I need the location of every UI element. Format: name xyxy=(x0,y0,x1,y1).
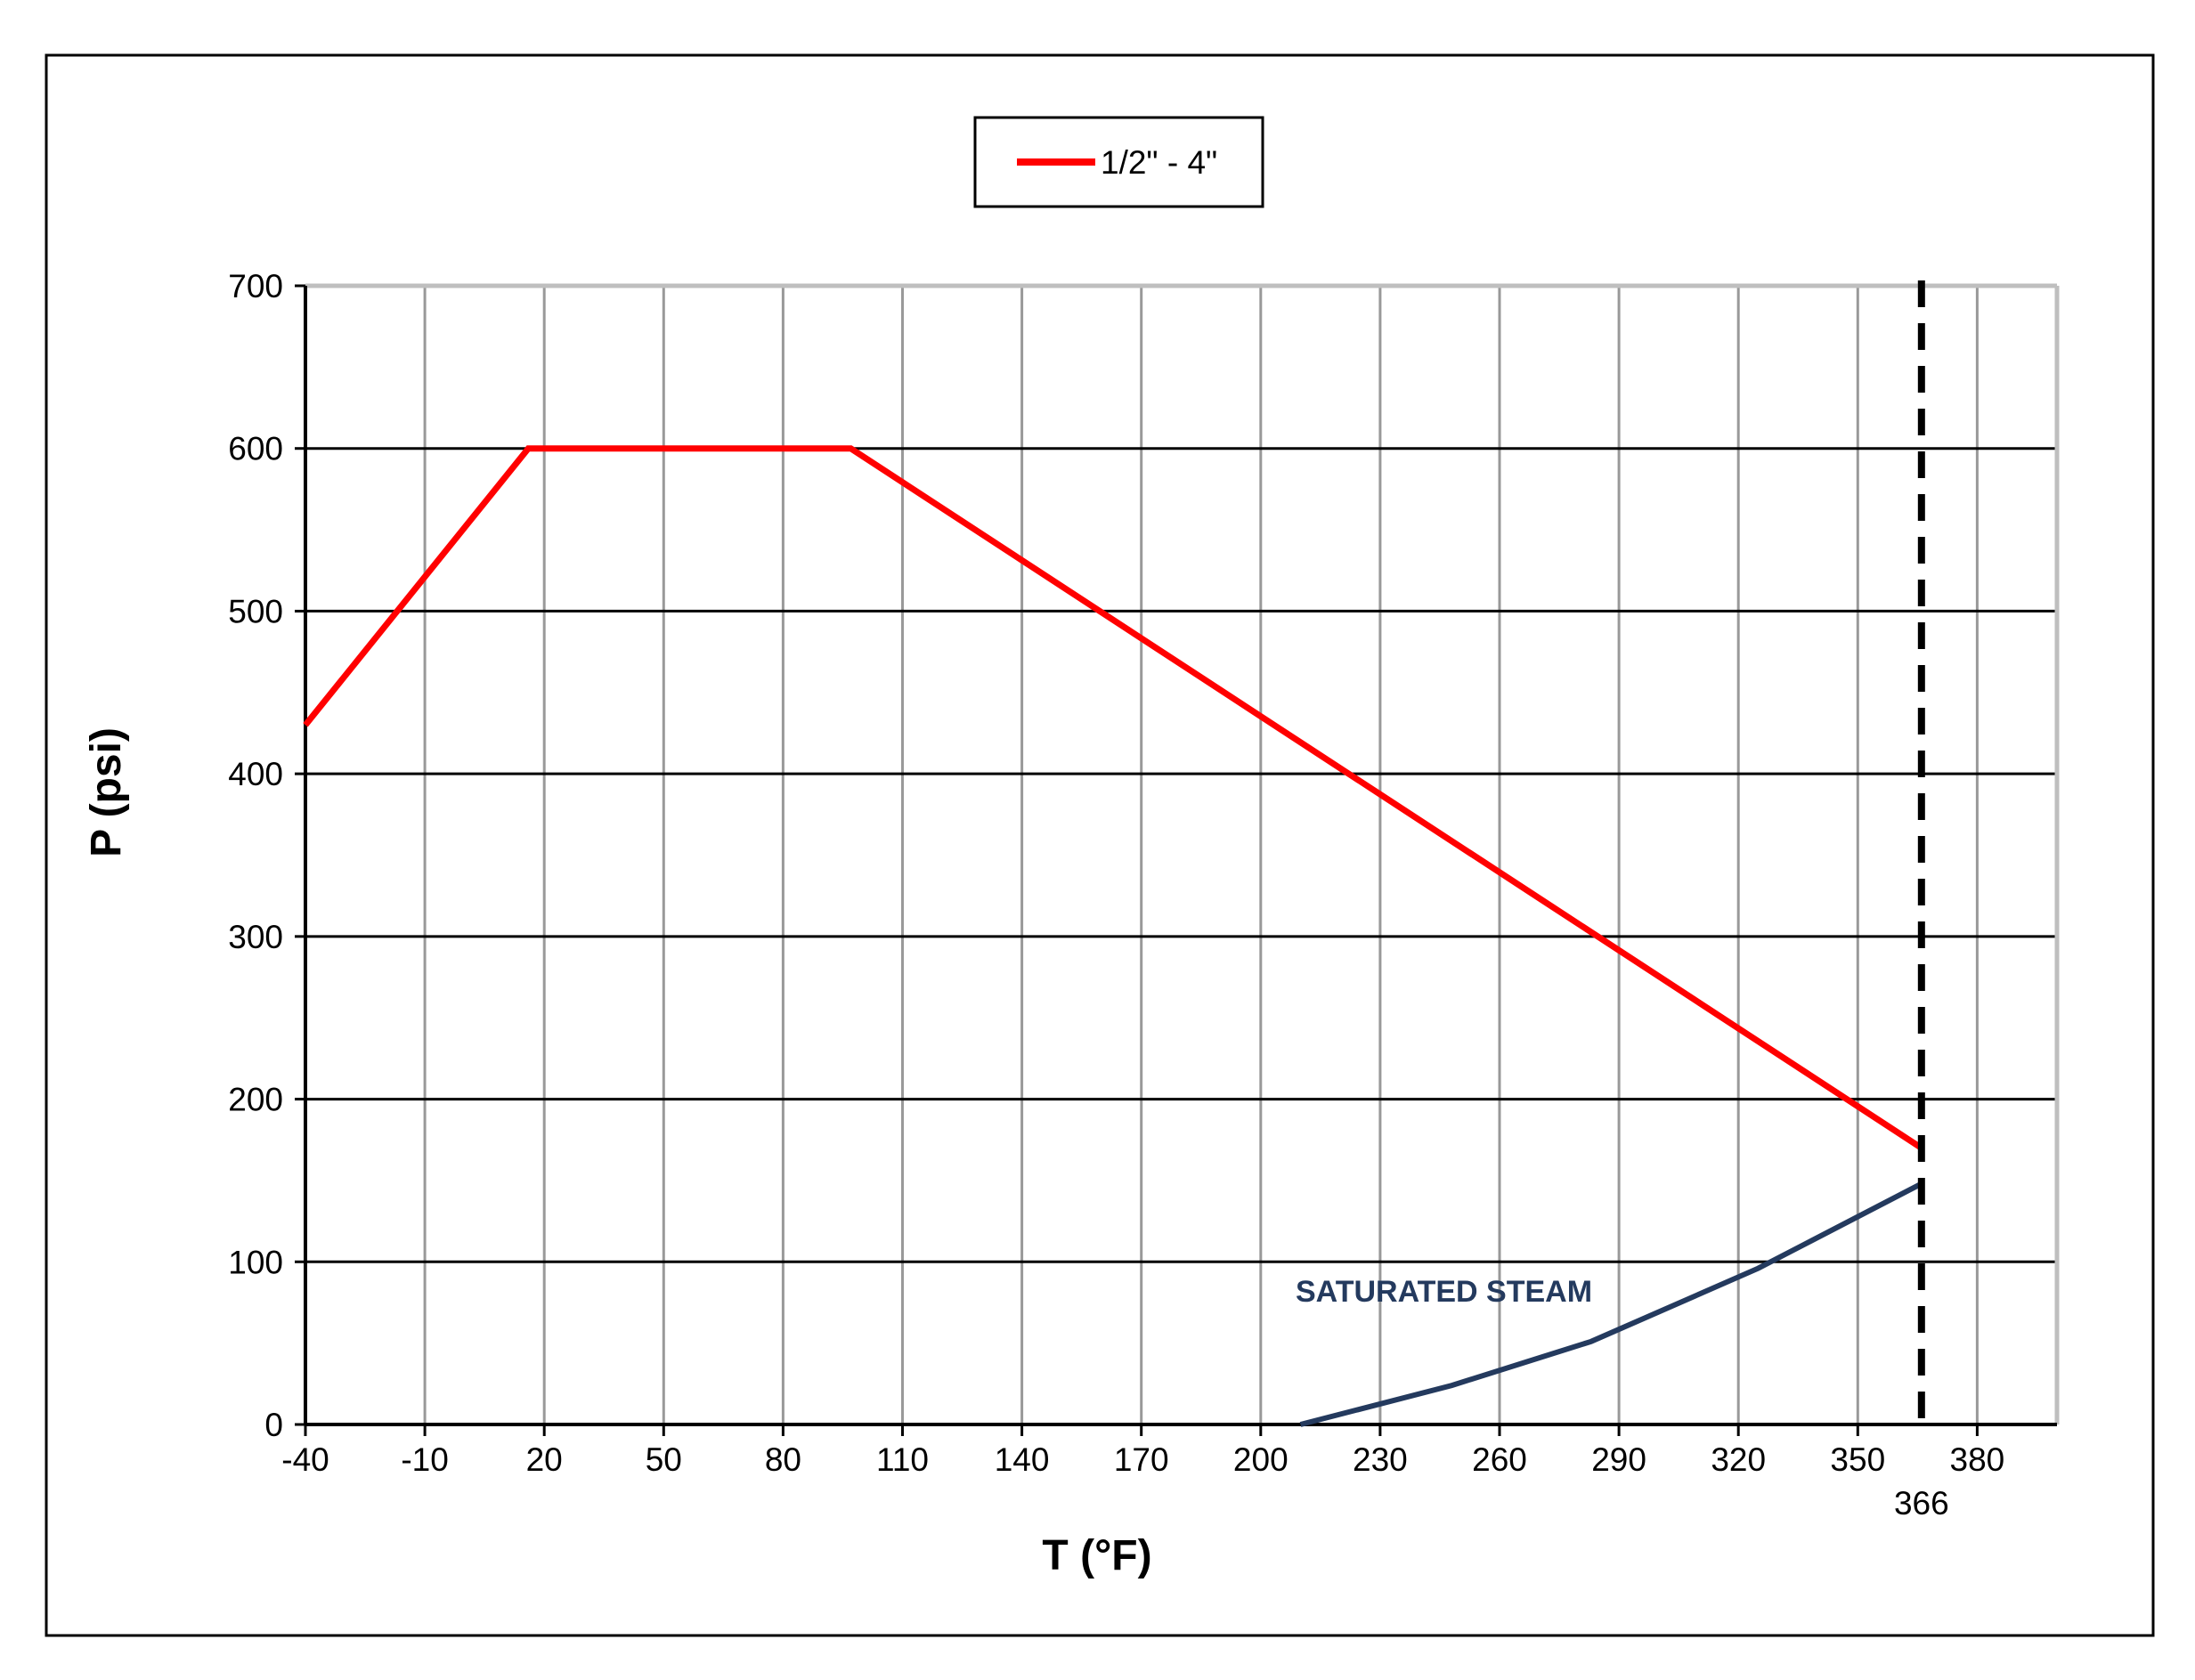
legend-label: 1/2" - 4" xyxy=(1101,144,1217,181)
y-axis-title: P (psi) xyxy=(83,727,130,857)
x-tick-label: 200 xyxy=(1233,1441,1289,1478)
saturated-steam-label: SATURATED STEAM xyxy=(1296,1275,1592,1309)
x-tick-label: 290 xyxy=(1591,1441,1646,1478)
x-tick-label: -40 xyxy=(281,1441,329,1478)
y-tick-label: 300 xyxy=(228,919,283,955)
x-axis-title: T (°F) xyxy=(1042,1532,1151,1579)
y-tick-label: 100 xyxy=(228,1244,283,1280)
x-tick-label: 320 xyxy=(1711,1441,1766,1478)
x-tick-label: 140 xyxy=(995,1441,1050,1478)
legend: 1/2" - 4" xyxy=(973,116,1264,208)
y-tick-label: 700 xyxy=(228,268,283,304)
x-tick-label: -10 xyxy=(401,1441,448,1478)
x-tick-label: 20 xyxy=(526,1441,563,1478)
x-tick-label: 80 xyxy=(765,1441,801,1478)
y-tick-label: 400 xyxy=(228,756,283,792)
y-tick-label: 200 xyxy=(228,1082,283,1118)
x-tick-label: 110 xyxy=(876,1441,929,1478)
x-tick-label: 230 xyxy=(1353,1441,1408,1478)
x-tick-label: 380 xyxy=(1950,1441,2005,1478)
x-tick-label: 50 xyxy=(646,1441,682,1478)
limit-label: 366 xyxy=(1894,1485,1949,1522)
y-tick-label: 500 xyxy=(228,593,283,629)
x-tick-label: 260 xyxy=(1472,1441,1527,1478)
chart-outer-border xyxy=(45,53,2155,1637)
x-tick-label: 350 xyxy=(1830,1441,1885,1478)
series-line-red xyxy=(303,445,1923,1151)
x-tick-label: 170 xyxy=(1114,1441,1169,1478)
y-tick-label: 0 xyxy=(264,1407,283,1443)
y-tick-label: 600 xyxy=(228,431,283,467)
